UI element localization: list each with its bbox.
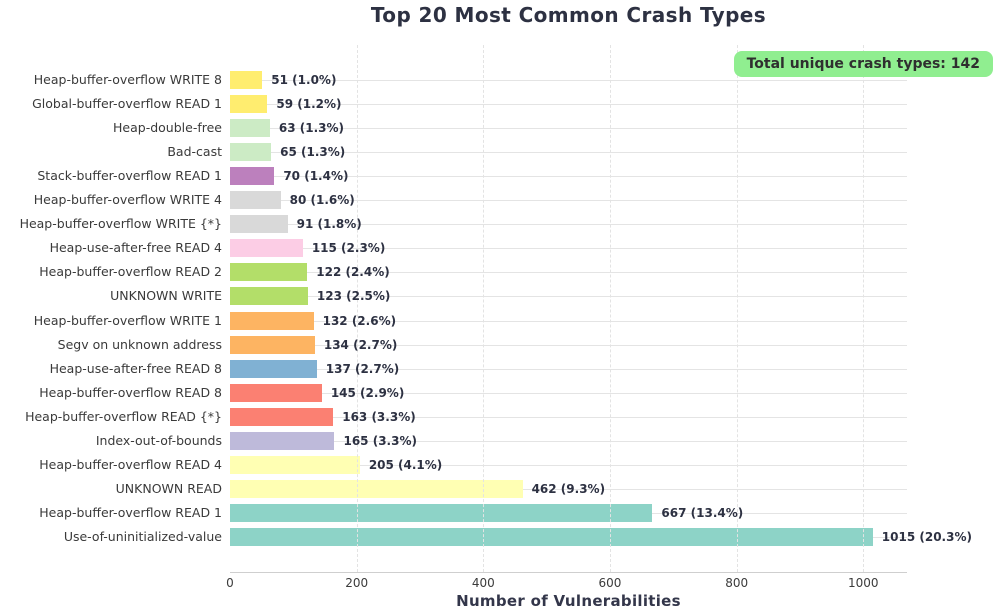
bar bbox=[230, 311, 314, 330]
y-axis-label: Index-out-of-bounds bbox=[95, 432, 222, 448]
y-axis-label: Heap-buffer-overflow READ 1 bbox=[39, 504, 222, 520]
h-gridline bbox=[230, 176, 907, 178]
bar bbox=[230, 263, 308, 282]
x-tick-label: 200 bbox=[345, 576, 369, 590]
bar-value-label: 165 (3.3%) bbox=[343, 433, 417, 448]
bar-value-label: 91 (1.8%) bbox=[296, 217, 362, 232]
bar-value-label: 80 (1.6%) bbox=[289, 193, 355, 208]
h-gridline bbox=[230, 416, 907, 418]
bar-value-label: 115 (2.3%) bbox=[311, 241, 386, 256]
bar bbox=[230, 335, 315, 354]
h-gridline bbox=[230, 152, 907, 154]
bar bbox=[230, 407, 334, 426]
bar bbox=[230, 527, 873, 546]
bar-value-label: 132 (2.6%) bbox=[322, 313, 397, 328]
y-axis-label: Bad-cast bbox=[167, 144, 222, 160]
h-gridline bbox=[230, 272, 907, 274]
x-tick-label: 400 bbox=[471, 576, 495, 590]
x-tick-label: 0 bbox=[226, 576, 234, 590]
h-gridline bbox=[230, 368, 907, 370]
bar-value-label: 70 (1.4%) bbox=[283, 169, 349, 184]
bar bbox=[230, 359, 317, 378]
bar-value-label: 51 (1.0%) bbox=[271, 73, 337, 87]
y-axis-label: Segv on unknown address bbox=[57, 336, 222, 352]
bar bbox=[230, 239, 303, 258]
bar-value-label: 123 (2.5%) bbox=[316, 289, 391, 304]
bar-value-label: 462 (9.3%) bbox=[531, 481, 606, 496]
bar bbox=[230, 287, 308, 306]
h-gridline bbox=[230, 104, 907, 106]
h-gridline bbox=[230, 296, 907, 298]
y-axis-label: Heap-buffer-overflow READ 4 bbox=[39, 456, 222, 472]
y-axis-label: UNKNOWN READ bbox=[115, 480, 222, 496]
v-gridline bbox=[736, 45, 738, 572]
h-gridline bbox=[230, 248, 907, 250]
bar-value-label: 65 (1.3%) bbox=[280, 145, 346, 160]
bar-value-label: 122 (2.4%) bbox=[316, 265, 390, 280]
x-tick-label: 800 bbox=[725, 576, 749, 590]
bar bbox=[230, 143, 272, 162]
bar-value-label: 163 (3.3%) bbox=[342, 409, 416, 424]
y-axis-label: Heap-buffer-overflow WRITE 8 bbox=[33, 72, 222, 87]
bar-value-label: 59 (1.2%) bbox=[276, 97, 342, 112]
y-axis-label: Heap-buffer-overflow READ 2 bbox=[39, 264, 222, 280]
h-gridline bbox=[230, 344, 907, 346]
chart-title: Top 20 Most Common Crash Types bbox=[370, 3, 767, 27]
y-axis-label: Heap-use-after-free READ 4 bbox=[49, 240, 222, 256]
y-axis-label: Heap-use-after-free READ 8 bbox=[49, 360, 222, 376]
h-gridline bbox=[230, 464, 907, 466]
y-axis-label: UNKNOWN WRITE bbox=[110, 288, 222, 304]
bar bbox=[230, 191, 281, 210]
bar bbox=[230, 71, 263, 89]
bar-value-label: 205 (4.1%) bbox=[368, 457, 443, 472]
y-axis-label: Heap-buffer-overflow WRITE {*} bbox=[19, 216, 222, 232]
h-gridline bbox=[230, 488, 907, 490]
y-axis-label: Stack-buffer-overflow READ 1 bbox=[37, 168, 222, 184]
bar-value-label: 667 (13.4%) bbox=[661, 505, 744, 520]
h-gridline bbox=[230, 200, 907, 202]
v-gridline bbox=[483, 45, 485, 572]
y-axis-label: Heap-buffer-overflow READ {*} bbox=[25, 408, 222, 424]
h-gridline bbox=[230, 80, 907, 81]
h-gridline bbox=[230, 224, 907, 226]
bar bbox=[230, 455, 360, 474]
x-axis-title: Number of Vulnerabilities bbox=[456, 592, 681, 610]
h-gridline bbox=[230, 128, 907, 130]
x-tick-label: 1000 bbox=[848, 576, 879, 590]
y-axis-label: Global-buffer-overflow READ 1 bbox=[32, 96, 222, 112]
bar bbox=[230, 167, 275, 186]
bar bbox=[230, 479, 523, 498]
y-axis-category-labels: Heap-buffer-overflow WRITE 8 Global-buffe… bbox=[0, 0, 222, 616]
v-gridline bbox=[609, 45, 611, 572]
total-unique-crash-types-annotation: Total unique crash types: 142 bbox=[733, 51, 993, 77]
plot-area: 51 (1.0%) 59 (1.2%) 63 (1.3%) 65 (1.3%) 70 (… bbox=[230, 45, 972, 573]
bar-value-label: 63 (1.3%) bbox=[278, 121, 345, 136]
bar-value-label: 145 (2.9%) bbox=[330, 385, 405, 400]
y-axis-label: Heap-buffer-overflow WRITE 1 bbox=[33, 312, 222, 328]
bar bbox=[230, 119, 270, 138]
bar bbox=[230, 431, 335, 450]
v-gridline bbox=[356, 45, 358, 572]
h-gridline bbox=[230, 392, 907, 394]
h-gridline bbox=[230, 320, 907, 322]
bar-value-label: 1015 (20.3%) bbox=[881, 529, 972, 544]
v-gridline bbox=[863, 45, 865, 572]
h-gridline bbox=[230, 440, 907, 442]
y-axis-label: Heap-buffer-overflow WRITE 4 bbox=[33, 192, 222, 208]
bar-value-label: 137 (2.7%) bbox=[325, 361, 400, 376]
bar bbox=[230, 95, 268, 114]
bar bbox=[230, 503, 653, 522]
bar bbox=[230, 215, 288, 234]
y-axis-label: Use-of-uninitialized-value bbox=[63, 528, 222, 544]
y-axis-label: Heap-buffer-overflow READ 8 bbox=[39, 384, 222, 400]
bar bbox=[230, 383, 322, 402]
x-tick-label: 600 bbox=[598, 576, 622, 590]
y-axis-label: Heap-double-free bbox=[113, 120, 222, 136]
bar-value-label: 134 (2.7%) bbox=[323, 337, 398, 352]
